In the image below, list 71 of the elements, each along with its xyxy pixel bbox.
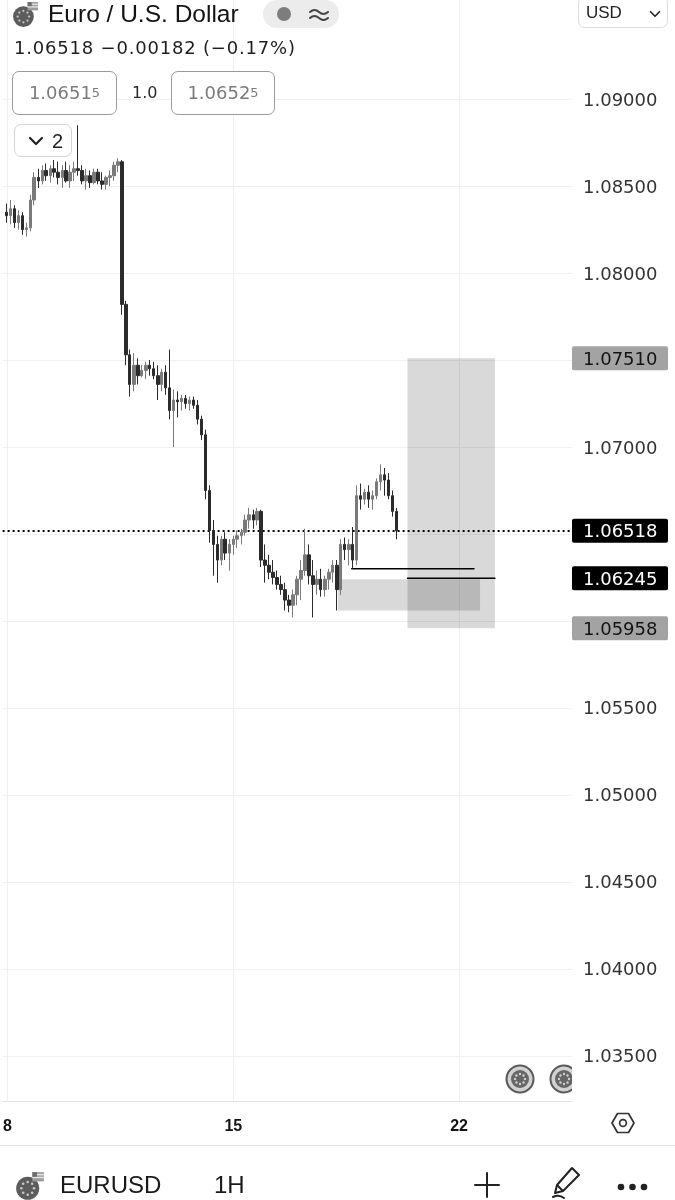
y-tick-label: 1.08500 [583,175,658,197]
text: EURUSD [60,1171,162,1199]
candlestick [9,199,12,225]
candlestick [315,570,319,596]
candlestick [5,203,8,224]
candlestick [359,483,362,511]
y-tick-label: 1.04000 [583,958,658,980]
candlestick [252,509,255,530]
candlestick [112,161,116,182]
candlestick [144,361,148,380]
currency-dropdown: USD [578,0,668,28]
annotation: 1.0 [132,83,158,102]
candlestick [355,484,358,566]
candlestick [172,389,175,448]
candlestick [347,538,351,566]
ref-line-label: 1.06518 [583,520,658,542]
candlestick [41,164,44,185]
candlestick [88,169,92,189]
candlestick [184,394,187,410]
text: 1H [214,1171,245,1199]
x-tick-label: 15 [224,1116,243,1134]
y-tick-label: 1.07000 [583,436,658,458]
y-tick-label: 1.08000 [583,262,658,284]
candlestick [339,538,342,596]
text: 1.06245 [583,567,658,589]
candlestick [61,164,64,189]
candlestick [132,352,136,392]
candlestick [37,168,40,189]
text: 1.05958 [583,617,658,639]
x-tick-label: 22 [450,1116,469,1134]
chart-title: Euro / U.S. Dollar [48,0,239,28]
candlestick [343,536,346,561]
y-tick-label: 1.03500 [583,1045,658,1067]
text: 1.06518 −0.00182 (−0.17%) [14,37,296,59]
candlestick [64,161,68,184]
candlestick [44,163,48,182]
candlestick [21,211,24,236]
collapse-button: 2 [14,124,72,157]
candlestick [56,161,60,185]
y-tick-label: 1.04500 [583,871,658,893]
candlestick [156,364,160,401]
candlestick [188,396,191,411]
candlestick [383,467,386,497]
candlestick [17,209,20,231]
x-tick-label: 8 [3,1116,12,1134]
candlestick [180,394,183,411]
y-tick-label: 1.09000 [583,88,658,110]
candlestick [84,168,88,191]
candlestick [363,488,366,505]
candlestick [220,535,223,566]
candlestick [168,349,171,420]
candlestick [92,168,96,185]
candlestick [100,171,104,191]
candlestick [255,507,259,526]
candlestick [68,164,72,189]
annotation: 2 [52,128,64,154]
y-tick-label: 1.05000 [583,784,658,806]
candlestick [176,390,179,418]
candlestick [351,526,354,570]
candlestick [136,357,140,385]
candlestick [228,538,231,571]
candlestick [335,559,339,612]
candlestick [223,531,227,561]
candlestick [367,484,370,509]
candlestick [160,368,163,392]
candlestick [13,204,16,229]
y-tick-label: 1.05500 [583,697,658,719]
candlestick [148,359,151,377]
text: 1.07510 [583,347,658,369]
candlestick [49,164,52,184]
candlestick [319,568,322,598]
